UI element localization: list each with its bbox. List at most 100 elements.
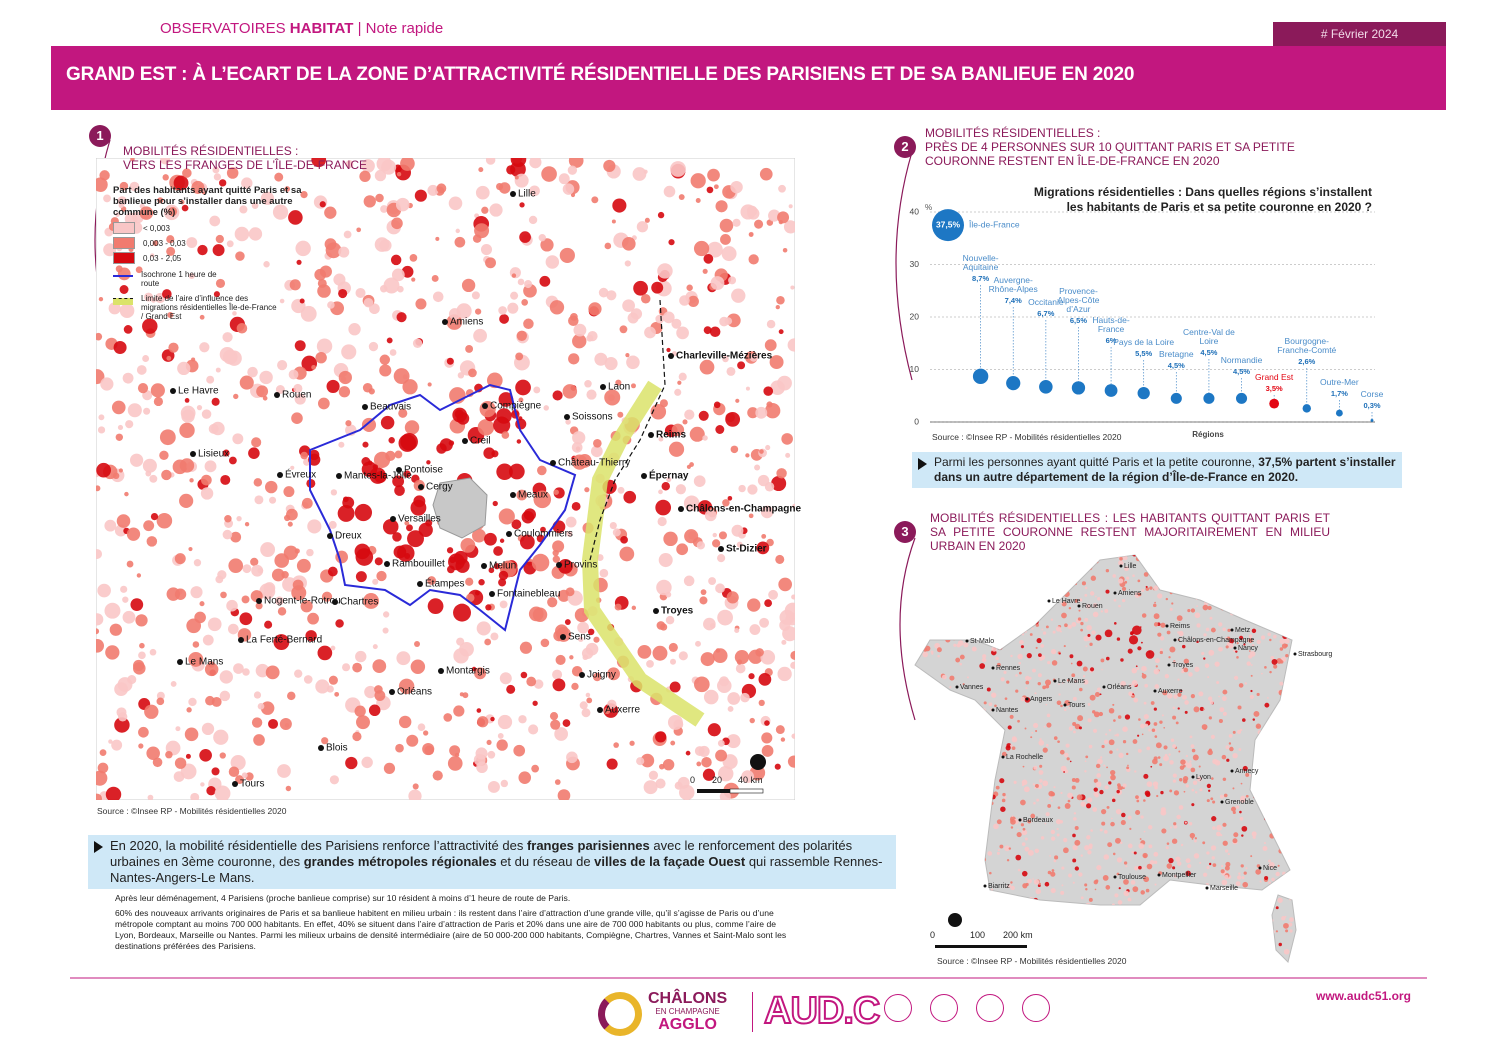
bubble xyxy=(1269,398,1280,409)
map-patch xyxy=(1039,738,1042,741)
map-patch xyxy=(186,237,198,249)
map-patch xyxy=(226,240,234,248)
map-patch xyxy=(119,181,129,191)
map-patch xyxy=(1107,842,1113,848)
map-patch xyxy=(717,739,725,747)
map-patch xyxy=(279,717,292,731)
map-patch xyxy=(761,745,774,757)
map-patch xyxy=(1255,742,1258,746)
map-patch xyxy=(220,474,231,485)
scale-label: 0 xyxy=(690,775,696,785)
map-patch xyxy=(755,406,768,419)
map-patch xyxy=(566,751,578,764)
map-patch xyxy=(1138,865,1142,870)
city-label: Le Mans xyxy=(185,657,223,668)
map-patch xyxy=(1110,769,1116,776)
map-patch xyxy=(679,295,690,306)
map-patch xyxy=(392,532,402,542)
map-patch xyxy=(143,520,155,532)
map-patch xyxy=(393,368,410,385)
city-label: St-Dizier xyxy=(726,544,767,555)
map-patch xyxy=(1268,859,1271,863)
map-patch xyxy=(1144,563,1151,569)
map-patch xyxy=(1289,884,1292,887)
map-patch xyxy=(1043,560,1048,564)
map-patch xyxy=(1163,726,1165,729)
map-patch xyxy=(588,302,602,316)
map-patch xyxy=(694,746,705,756)
map-patch xyxy=(1218,646,1223,652)
map-patch xyxy=(1084,770,1087,773)
map-patch xyxy=(915,859,920,864)
map-patch xyxy=(372,659,387,674)
map-patch xyxy=(1190,694,1195,699)
map-patch xyxy=(1179,914,1182,917)
map-patch xyxy=(582,654,589,661)
map-patch xyxy=(1231,919,1234,922)
map-patch xyxy=(1074,582,1078,586)
map-patch xyxy=(262,590,273,600)
map-patch xyxy=(126,527,141,541)
map-patch xyxy=(760,650,776,665)
map-patch xyxy=(1093,791,1099,797)
map-patch xyxy=(719,218,734,233)
map-patch xyxy=(740,204,756,220)
map-patch xyxy=(974,575,978,578)
map-patch xyxy=(206,375,215,384)
map-patch xyxy=(1127,764,1129,767)
map-patch xyxy=(1086,803,1092,809)
map-patch xyxy=(526,676,537,687)
map-patch xyxy=(1280,621,1286,627)
map-patch xyxy=(915,582,919,587)
map-patch xyxy=(963,618,970,624)
city-label: La Ferté-Bernard xyxy=(246,635,322,646)
map-patch xyxy=(244,521,250,527)
map-patch xyxy=(199,748,212,762)
map-patch xyxy=(754,464,761,471)
map-patch xyxy=(938,589,941,592)
map-patch xyxy=(985,808,989,812)
map-patch xyxy=(1259,788,1263,792)
map-patch xyxy=(465,345,474,353)
map-patch xyxy=(1132,936,1135,939)
map-patch xyxy=(1016,832,1022,838)
city-label: Montpellier xyxy=(1162,872,1197,879)
bubble xyxy=(1137,386,1150,400)
map-patch xyxy=(1137,592,1142,597)
map-patch xyxy=(929,922,933,927)
map-patch xyxy=(150,253,155,258)
map-patch xyxy=(918,915,921,918)
map-patch xyxy=(1006,858,1010,862)
map-patch xyxy=(927,694,933,700)
map-patch xyxy=(959,783,965,788)
map-patch xyxy=(1068,873,1073,878)
map-patch xyxy=(1010,744,1013,748)
map-patch xyxy=(780,737,786,742)
logo-text: CHÂLONS xyxy=(648,990,728,1007)
map-patch xyxy=(96,628,100,635)
map-patch xyxy=(480,243,493,256)
map-patch xyxy=(1013,780,1017,784)
map-patch xyxy=(321,591,333,602)
map-patch xyxy=(1218,915,1225,922)
map-patch xyxy=(1137,579,1141,583)
city-dot xyxy=(190,451,196,457)
url[interactable]: www.audc51.org xyxy=(1316,989,1411,1003)
map-patch xyxy=(940,752,946,758)
map-patch xyxy=(988,597,993,602)
map-patch xyxy=(1040,644,1045,648)
map-patch xyxy=(342,663,351,672)
bubble xyxy=(1302,404,1311,413)
map-patch xyxy=(1195,942,1202,949)
map-patch xyxy=(1286,680,1292,686)
map-patch xyxy=(1292,789,1295,792)
map-patch xyxy=(1073,817,1077,821)
map-patch xyxy=(1141,589,1145,592)
map-patch xyxy=(1217,555,1221,558)
map-patch xyxy=(498,570,509,581)
map-patch xyxy=(96,549,103,559)
map-patch xyxy=(1184,700,1189,705)
map-patch xyxy=(498,508,515,525)
map-patch xyxy=(1143,701,1147,705)
map-patch xyxy=(1032,783,1036,786)
